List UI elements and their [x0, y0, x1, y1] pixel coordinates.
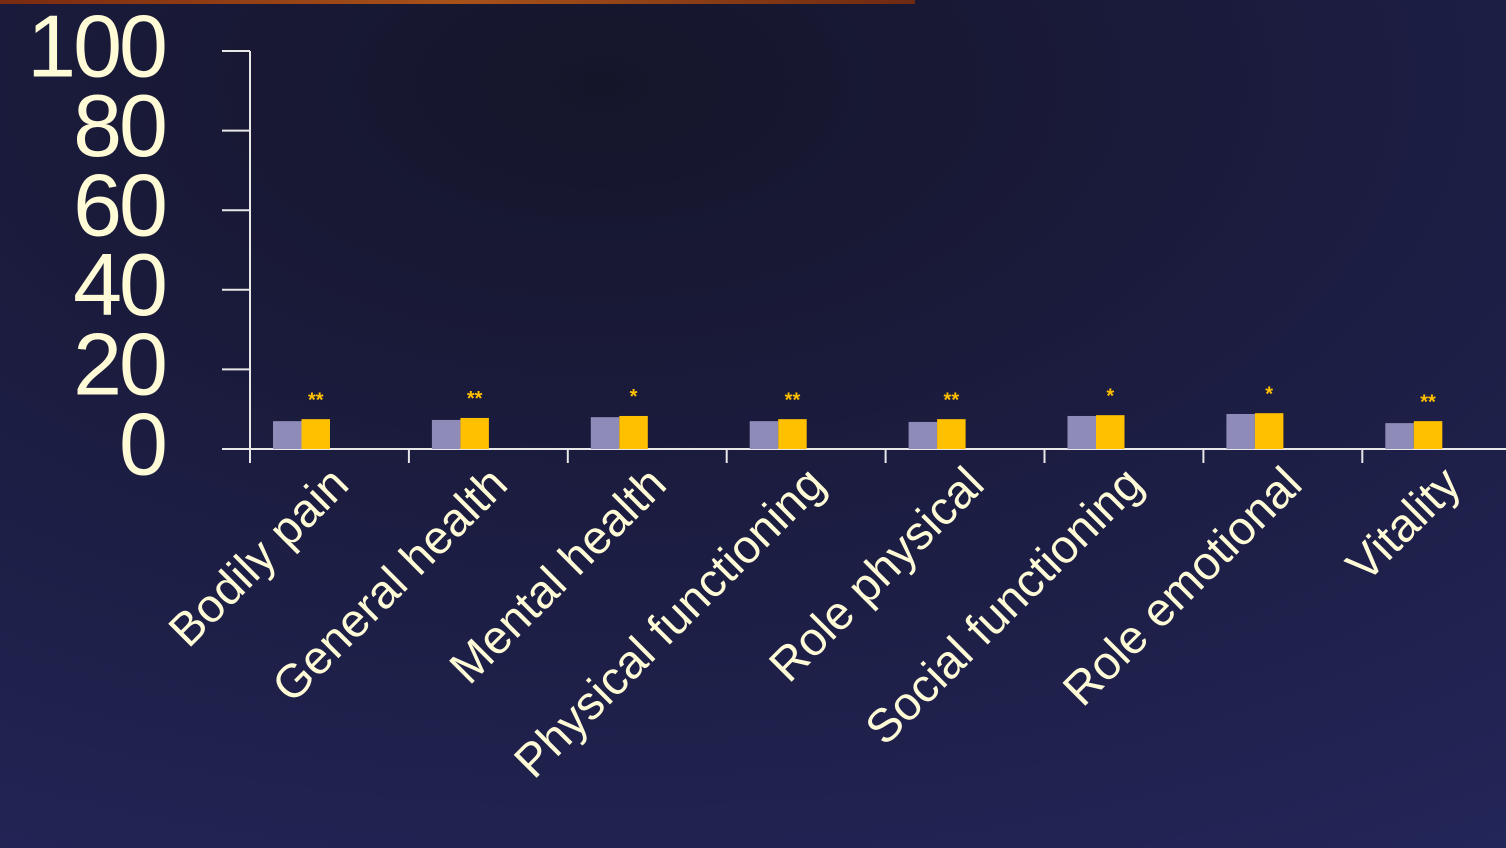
bar: [1385, 423, 1414, 449]
annotation: *: [630, 386, 638, 408]
annotation: *: [1106, 385, 1114, 407]
y-tick-label: 100: [27, 0, 165, 95]
bar: [937, 419, 966, 449]
y-tick-label: 60: [73, 155, 165, 254]
bar: [590, 417, 620, 449]
annotation: **: [1420, 391, 1436, 413]
bar: [1067, 415, 1096, 449]
annotation: *: [1265, 383, 1273, 405]
bar: [431, 419, 461, 449]
bar: [1226, 413, 1255, 449]
bar: [273, 421, 302, 449]
annotation: **: [308, 389, 324, 411]
decor-strip: [0, 0, 915, 4]
bar: [1254, 413, 1284, 449]
annotation: **: [785, 389, 801, 411]
y-tick-label: 0: [119, 394, 165, 493]
bar: [301, 419, 330, 449]
y-tick-label: 80: [73, 76, 165, 175]
annotation: **: [944, 389, 960, 411]
y-tick-label: 40: [73, 235, 165, 334]
annotation: **: [467, 388, 483, 410]
bar: [1413, 421, 1443, 449]
bar: [619, 415, 648, 449]
bar: [749, 421, 779, 449]
y-tick-label: 20: [73, 315, 165, 414]
bar: [460, 417, 489, 449]
bar: [908, 421, 938, 449]
bar: [778, 419, 807, 449]
bar: [1096, 415, 1125, 449]
